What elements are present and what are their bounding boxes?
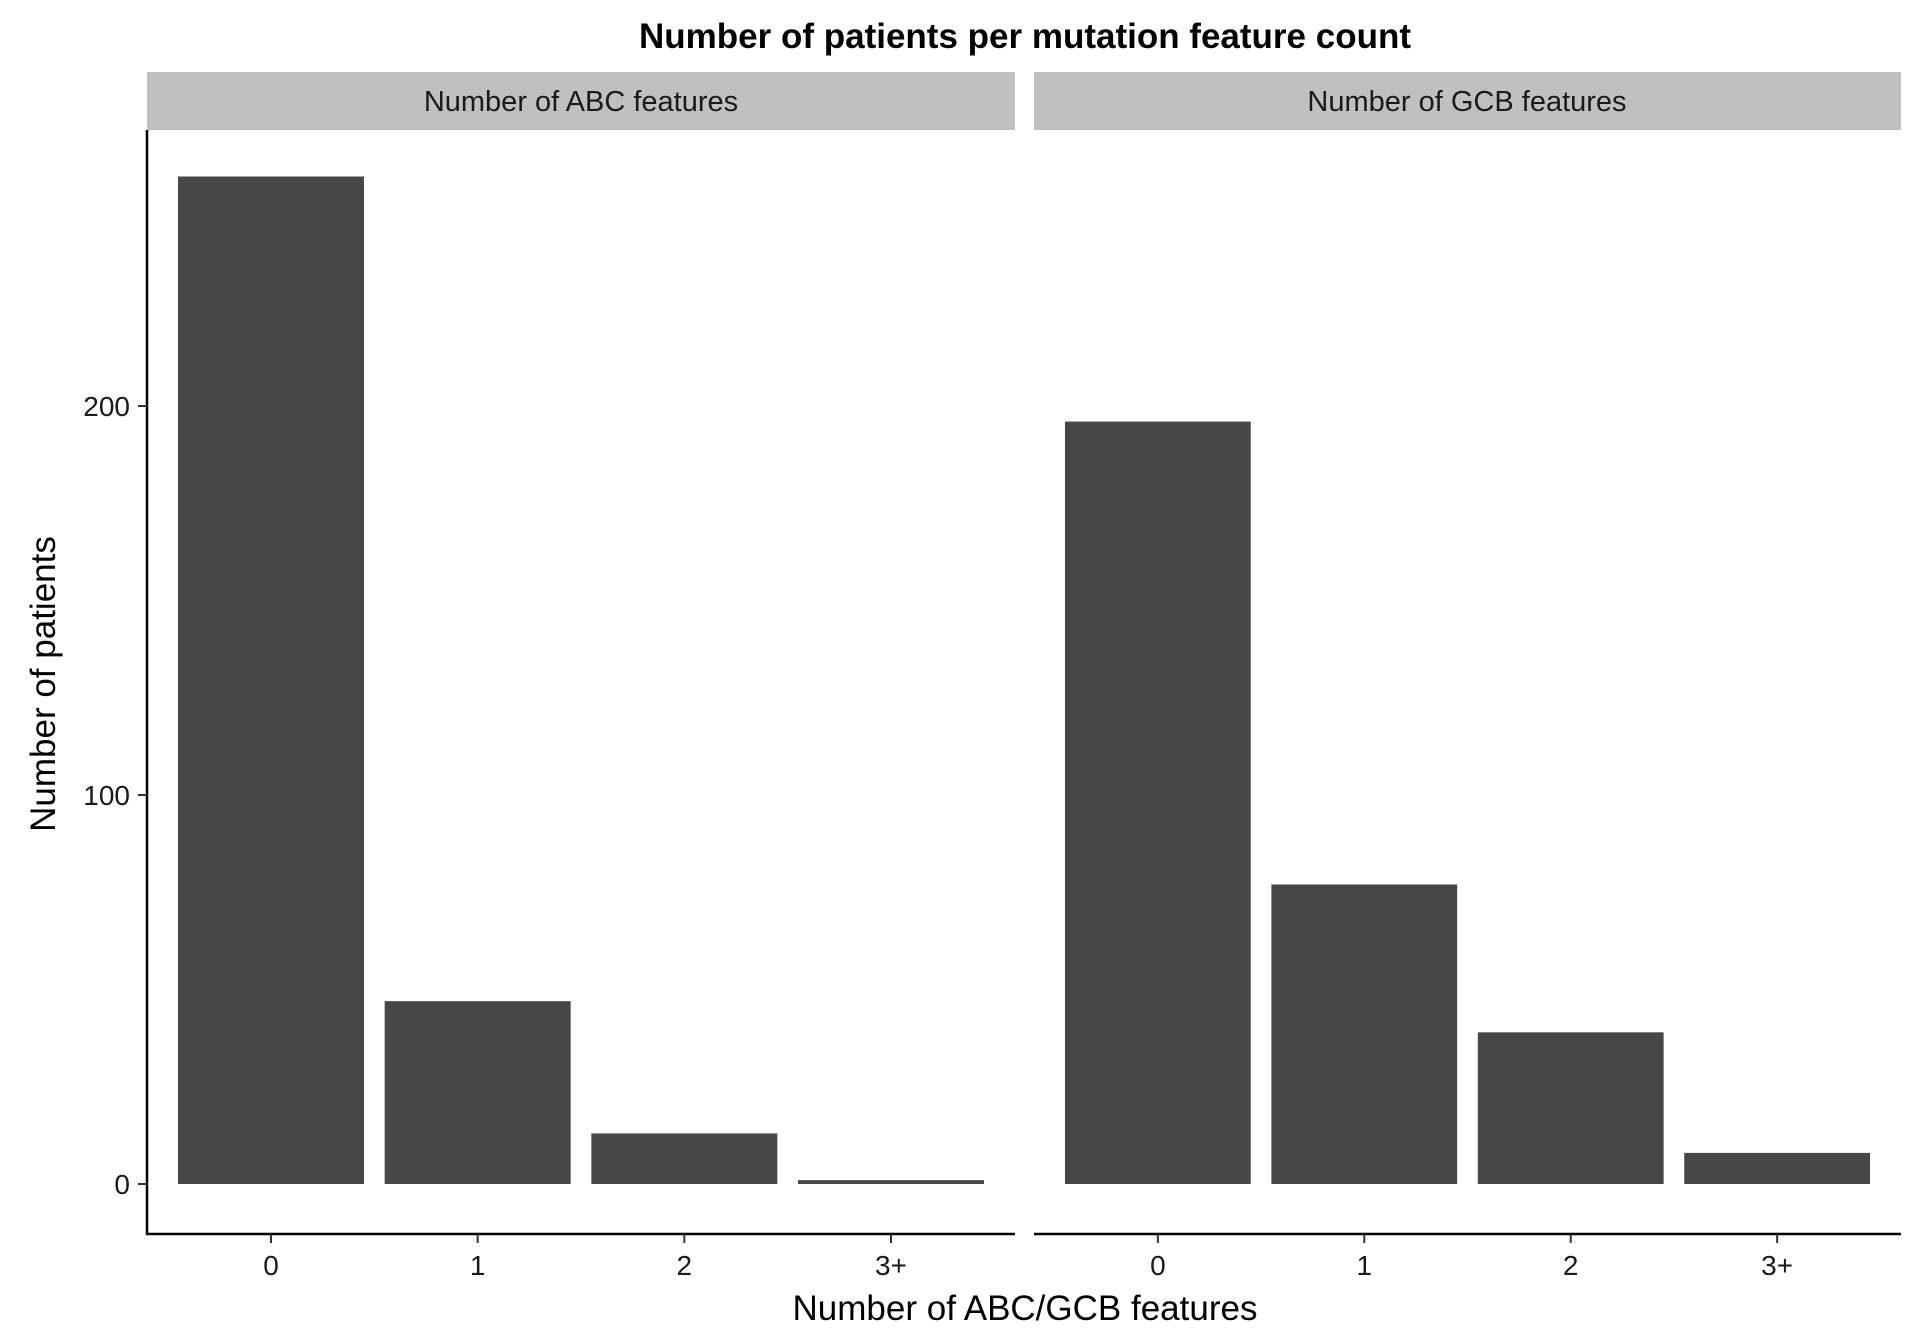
bar-panel1-2 bbox=[591, 1133, 778, 1184]
x-tick-label-panel1-0: 0 bbox=[263, 1250, 279, 1281]
x-tick-label-panel2-1: 1 bbox=[1356, 1250, 1372, 1281]
strip-background-gcb bbox=[1034, 72, 1901, 130]
y-axis-ticks: 0 100 200 bbox=[83, 391, 147, 1200]
bars bbox=[178, 176, 1871, 1185]
x-tick-label-panel2-2: 2 bbox=[1563, 1250, 1579, 1281]
x-axis-ticks: 0 1 2 3+ 0 1 2 3+ bbox=[263, 1234, 1793, 1281]
x-axis-title: Number of ABC/GCB features bbox=[793, 1289, 1258, 1328]
bar-panel1-0 bbox=[178, 176, 364, 1185]
y-tick-label-100: 100 bbox=[83, 780, 130, 811]
chart-title: Number of patients per mutation feature … bbox=[639, 17, 1411, 56]
facet-strips: Number of ABC features Number of GCB fea… bbox=[147, 72, 1901, 130]
bar-panel2-3+ bbox=[1684, 1152, 1871, 1184]
axes bbox=[145, 130, 1901, 1236]
y-tick-label-200: 200 bbox=[83, 391, 130, 422]
strip-background-abc bbox=[147, 72, 1015, 130]
bar-panel1-3+ bbox=[798, 1180, 984, 1184]
x-tick-label-panel1-2: 2 bbox=[677, 1250, 693, 1281]
strip-label-gcb: Number of GCB features bbox=[1307, 86, 1626, 118]
bar-panel1-1 bbox=[384, 1001, 571, 1184]
x-tick-label-panel1-1: 1 bbox=[470, 1250, 486, 1281]
bar-panel2-2 bbox=[1477, 1032, 1664, 1184]
x-tick-label-panel2-3+: 3+ bbox=[1761, 1250, 1793, 1281]
bar-panel2-0 bbox=[1064, 421, 1251, 1184]
x-tick-label-panel2-0: 0 bbox=[1150, 1250, 1166, 1281]
y-tick-label-0: 0 bbox=[114, 1169, 130, 1200]
y-axis-title: Number of patients bbox=[24, 536, 63, 832]
bar-panel2-1 bbox=[1271, 884, 1458, 1184]
x-tick-label-panel1-3+: 3+ bbox=[875, 1250, 907, 1281]
strip-label-abc: Number of ABC features bbox=[424, 86, 738, 118]
